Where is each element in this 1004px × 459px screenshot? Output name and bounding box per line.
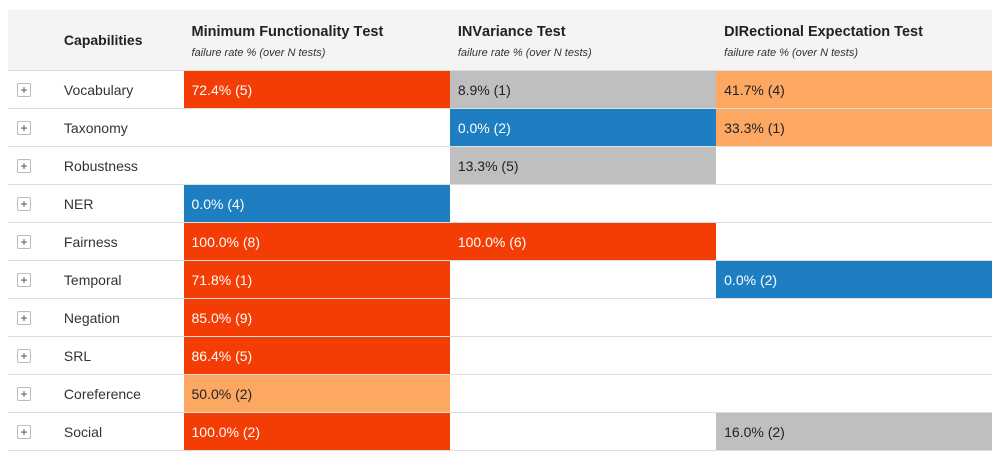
inv-failure-rate-cell: [450, 185, 716, 222]
inv-failure-rate-cell: [450, 337, 716, 374]
expand-plus-icon[interactable]: +: [16, 272, 31, 287]
header-inv: INVariance Test failure rate % (over N t…: [450, 10, 716, 70]
table-body: + Vocabulary 72.4% (5) 8.9% (1) 41.7% (4) + Ta…: [8, 71, 993, 451]
dir-failure-rate-cell: [716, 375, 992, 412]
mft-failure-rate-cell: [184, 147, 450, 184]
capability-name: Taxonomy: [63, 119, 128, 136]
expand-plus-icon[interactable]: +: [16, 82, 31, 97]
table-row[interactable]: + Taxonomy 0.0% (2) 33.3% (1): [8, 109, 993, 147]
expand-plus-icon[interactable]: +: [16, 196, 31, 211]
mft-failure-rate-cell: 50.0% (2): [183, 375, 450, 412]
dir-failure-rate-cell: [716, 299, 992, 336]
dir-failure-rate-cell: [716, 185, 992, 222]
expand-cell: +: [8, 109, 54, 146]
expand-plus-icon[interactable]: +: [16, 158, 31, 173]
inv-failure-rate-cell: [450, 261, 716, 298]
expand-plus-icon[interactable]: +: [16, 348, 31, 363]
table-row[interactable]: + Negation 85.0% (9): [8, 299, 992, 337]
header-dir: DIRectional Expectation Test failure rat…: [716, 10, 992, 70]
dir-failure-rate-cell: [716, 223, 992, 260]
table-row[interactable]: + Robustness 13.3% (5): [8, 147, 992, 185]
table-row[interactable]: + Vocabulary 72.4% (5) 8.9% (1) 41.7% (4): [8, 71, 993, 109]
mft-failure-rate-cell: 0.0% (4): [183, 185, 450, 222]
dir-failure-rate-cell: 33.3% (1): [716, 109, 993, 146]
expand-cell: +: [8, 185, 54, 222]
expand-cell: +: [8, 337, 54, 374]
expand-cell: +: [8, 413, 54, 450]
expand-cell: +: [8, 147, 54, 184]
expand-plus-icon[interactable]: +: [16, 424, 31, 439]
header-dir-subtitle: failure rate % (over N tests): [724, 46, 859, 59]
header-capabilities: Capabilities: [63, 32, 143, 48]
expand-plus-icon[interactable]: +: [16, 120, 31, 135]
mft-failure-rate-cell: 85.0% (9): [183, 299, 450, 336]
table-row[interactable]: + Fairness 100.0% (8) 100.0% (6): [8, 223, 992, 261]
header-mft: Minimum Functionality Test failure rate …: [184, 10, 450, 70]
expand-cell: +: [8, 261, 54, 298]
dir-failure-rate-cell: [716, 337, 992, 374]
capability-name: Robustness: [63, 157, 138, 174]
mft-failure-rate-cell: 86.4% (5): [183, 337, 450, 374]
inv-failure-rate-cell: 13.3% (5): [449, 147, 717, 184]
capability-name: Negation: [63, 309, 120, 326]
header-dir-title: DIRectional Expectation Test: [724, 23, 923, 40]
expand-plus-icon[interactable]: +: [16, 310, 31, 325]
capability-name: Temporal: [63, 271, 122, 288]
inv-failure-rate-cell: 8.9% (1): [449, 71, 717, 108]
header-mft-title: Minimum Functionality Test: [191, 23, 384, 40]
header-expand-spacer: [8, 10, 54, 70]
table-row[interactable]: + Coreference 50.0% (2): [8, 375, 992, 413]
mft-failure-rate-cell: 72.4% (5): [183, 71, 450, 108]
table-row[interactable]: + SRL 86.4% (5): [8, 337, 992, 375]
inv-failure-rate-cell: [450, 299, 716, 336]
table-row[interactable]: + Temporal 71.8% (1) 0.0% (2): [8, 261, 993, 299]
expand-cell: +: [8, 223, 54, 260]
inv-failure-rate-cell: [450, 413, 716, 450]
mft-failure-rate-cell: 100.0% (2): [183, 413, 450, 450]
table-row[interactable]: + NER 0.0% (4): [8, 185, 992, 223]
inv-failure-rate-cell: [450, 375, 716, 412]
dir-failure-rate-cell: [716, 147, 992, 184]
capability-name: Vocabulary: [63, 81, 134, 98]
expand-cell: +: [8, 299, 54, 336]
capabilities-table: Capabilities Minimum Functionality Test …: [8, 10, 993, 451]
dir-failure-rate-cell: 41.7% (4): [716, 71, 993, 108]
expand-plus-icon[interactable]: +: [16, 234, 31, 249]
header-mft-subtitle: failure rate % (over N tests): [191, 46, 326, 59]
table-row[interactable]: + Social 100.0% (2) 16.0% (2): [8, 413, 993, 451]
capability-name: Social: [63, 423, 103, 440]
dir-failure-rate-cell: 16.0% (2): [716, 413, 993, 450]
inv-failure-rate-cell: 0.0% (2): [449, 109, 717, 146]
mft-failure-rate-cell: 100.0% (8): [183, 223, 450, 260]
expand-plus-icon[interactable]: +: [16, 386, 31, 401]
capability-name: Coreference: [63, 385, 141, 402]
table-header: Capabilities Minimum Functionality Test …: [8, 10, 992, 71]
dir-failure-rate-cell: 0.0% (2): [716, 261, 993, 298]
expand-cell: +: [8, 71, 54, 108]
mft-failure-rate-cell: [184, 109, 450, 146]
capability-name: SRL: [63, 347, 92, 364]
capability-name: NER: [63, 195, 94, 212]
inv-failure-rate-cell: 100.0% (6): [449, 223, 717, 260]
mft-failure-rate-cell: 71.8% (1): [183, 261, 450, 298]
capability-name: Fairness: [63, 233, 118, 250]
header-inv-subtitle: failure rate % (over N tests): [457, 46, 592, 59]
header-inv-title: INVariance Test: [457, 23, 566, 40]
expand-cell: +: [8, 375, 54, 412]
